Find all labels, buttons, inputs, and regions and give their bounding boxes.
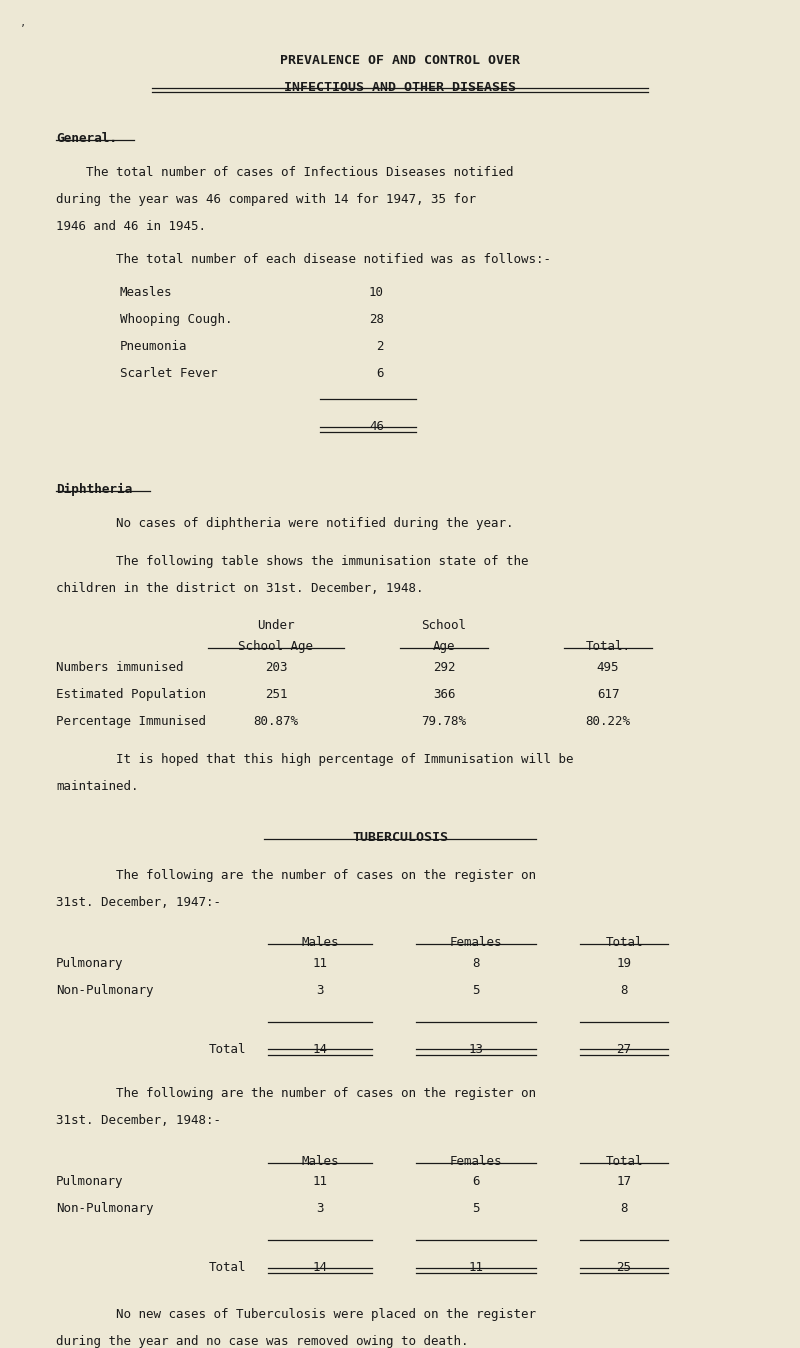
Text: Estimated Population: Estimated Population: [56, 689, 206, 701]
Text: during the year was 46 compared with 14 for 1947, 35 for: during the year was 46 compared with 14 …: [56, 193, 476, 206]
Text: 5: 5: [472, 1202, 480, 1216]
Text: during the year and no case was removed owing to death.: during the year and no case was removed …: [56, 1336, 469, 1348]
Text: 292: 292: [433, 662, 455, 674]
Text: maintained.: maintained.: [56, 780, 138, 793]
Text: 8: 8: [620, 1202, 628, 1216]
Text: Whooping Cough.: Whooping Cough.: [120, 313, 233, 326]
Text: 6: 6: [472, 1175, 480, 1189]
Text: 617: 617: [597, 689, 619, 701]
Text: Scarlet Fever: Scarlet Fever: [120, 367, 218, 380]
Text: 80.87%: 80.87%: [254, 716, 298, 728]
Text: Pneumonia: Pneumonia: [120, 340, 187, 353]
Text: 13: 13: [469, 1043, 483, 1055]
Text: Diphtheria: Diphtheria: [56, 484, 132, 496]
Text: 203: 203: [265, 662, 287, 674]
Text: Measles: Measles: [120, 286, 173, 299]
Text: INFECTIOUS AND OTHER DISEASES: INFECTIOUS AND OTHER DISEASES: [284, 81, 516, 94]
Text: 1946 and 46 in 1945.: 1946 and 46 in 1945.: [56, 220, 206, 233]
Text: 14: 14: [313, 1262, 327, 1274]
Text: Age: Age: [433, 640, 455, 654]
Text: 8: 8: [472, 957, 480, 971]
Text: It is hoped that this high percentage of Immunisation will be: It is hoped that this high percentage of…: [56, 754, 574, 766]
Text: 31st. December, 1948:-: 31st. December, 1948:-: [56, 1115, 221, 1127]
Text: Pulmonary: Pulmonary: [56, 1175, 123, 1189]
Text: School Age: School Age: [238, 640, 314, 654]
Text: Percentage Immunised: Percentage Immunised: [56, 716, 206, 728]
Text: 31st. December, 1947:-: 31st. December, 1947:-: [56, 896, 221, 909]
Text: 19: 19: [617, 957, 631, 971]
Text: Males: Males: [302, 1155, 338, 1167]
Text: Total.: Total.: [586, 640, 630, 654]
Text: 495: 495: [597, 662, 619, 674]
Text: children in the district on 31st. December, 1948.: children in the district on 31st. Decemb…: [56, 582, 423, 594]
Text: Total: Total: [606, 937, 642, 949]
Text: 11: 11: [313, 1175, 327, 1189]
Text: 80.22%: 80.22%: [586, 716, 630, 728]
Text: TUBERCULOSIS: TUBERCULOSIS: [352, 832, 448, 844]
Text: 3: 3: [316, 1202, 324, 1216]
Text: 8: 8: [620, 984, 628, 998]
Text: Females: Females: [450, 937, 502, 949]
Text: Total: Total: [606, 1155, 642, 1167]
Text: ’: ’: [20, 24, 26, 34]
Text: Pulmonary: Pulmonary: [56, 957, 123, 971]
Text: The following are the number of cases on the register on: The following are the number of cases on…: [56, 869, 536, 882]
Text: The following are the number of cases on the register on: The following are the number of cases on…: [56, 1088, 536, 1100]
Text: 28: 28: [369, 313, 384, 326]
Text: General.: General.: [56, 132, 117, 146]
Text: 25: 25: [617, 1262, 631, 1274]
Text: 251: 251: [265, 689, 287, 701]
Text: Total: Total: [210, 1262, 246, 1274]
Text: 27: 27: [617, 1043, 631, 1055]
Text: The total number of each disease notified was as follows:-: The total number of each disease notifie…: [56, 253, 551, 267]
Text: Under: Under: [258, 620, 294, 632]
Text: No new cases of Tuberculosis were placed on the register: No new cases of Tuberculosis were placed…: [56, 1309, 536, 1321]
Text: School: School: [422, 620, 466, 632]
Text: 46: 46: [369, 421, 384, 433]
Text: Numbers immunised: Numbers immunised: [56, 662, 183, 674]
Text: 6: 6: [377, 367, 384, 380]
Text: The following table shows the immunisation state of the: The following table shows the immunisati…: [56, 555, 529, 568]
Text: 10: 10: [369, 286, 384, 299]
Text: Non-Pulmonary: Non-Pulmonary: [56, 984, 154, 998]
Text: 366: 366: [433, 689, 455, 701]
Text: Males: Males: [302, 937, 338, 949]
Text: 14: 14: [313, 1043, 327, 1055]
Text: Females: Females: [450, 1155, 502, 1167]
Text: The total number of cases of Infectious Diseases notified: The total number of cases of Infectious …: [56, 166, 514, 179]
Text: 5: 5: [472, 984, 480, 998]
Text: 17: 17: [617, 1175, 631, 1189]
Text: 11: 11: [469, 1262, 483, 1274]
Text: No cases of diphtheria were notified during the year.: No cases of diphtheria were notified dur…: [56, 518, 514, 530]
Text: 79.78%: 79.78%: [422, 716, 466, 728]
Text: Non-Pulmonary: Non-Pulmonary: [56, 1202, 154, 1216]
Text: 11: 11: [313, 957, 327, 971]
Text: Total: Total: [210, 1043, 246, 1055]
Text: PREVALENCE OF AND CONTROL OVER: PREVALENCE OF AND CONTROL OVER: [280, 54, 520, 67]
Text: 3: 3: [316, 984, 324, 998]
Text: 2: 2: [377, 340, 384, 353]
